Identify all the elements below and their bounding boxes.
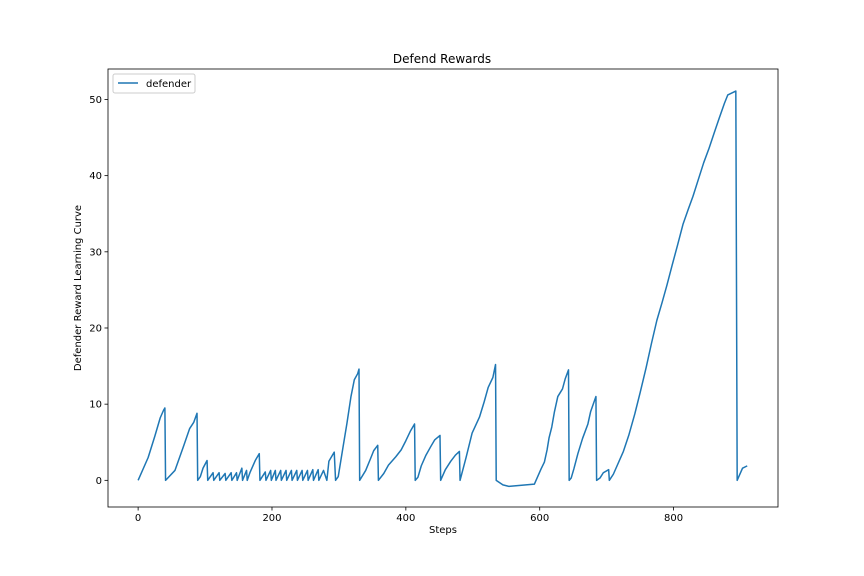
y-tick-label: 40 [89,171,102,182]
legend: defender [112,73,196,94]
x-tick-label: 400 [396,513,415,524]
axes-frame [107,68,779,508]
chart-title: Defend Rewards [393,52,491,66]
y-axis-label: Defender Reward Learning Curve [73,205,84,371]
x-tick-label: 800 [664,513,683,524]
x-tick-label: 600 [530,513,549,524]
x-axis: 0 200 400 600 800 [135,507,683,524]
plot-area [137,90,748,488]
y-tick-label: 0 [96,476,102,487]
y-tick-label: 20 [89,323,102,334]
x-tick-label: 200 [262,513,281,524]
y-tick-label: 10 [89,400,102,411]
y-tick-label: 30 [89,247,102,258]
series-line-defender [137,90,748,488]
legend-box [112,73,196,94]
x-axis-label: Steps [429,525,457,536]
legend-label-defender: defender [146,79,192,90]
y-tick-label: 50 [89,95,102,106]
x-tick-label: 0 [135,513,141,524]
y-axis: 0 10 20 30 40 50 [89,95,108,487]
